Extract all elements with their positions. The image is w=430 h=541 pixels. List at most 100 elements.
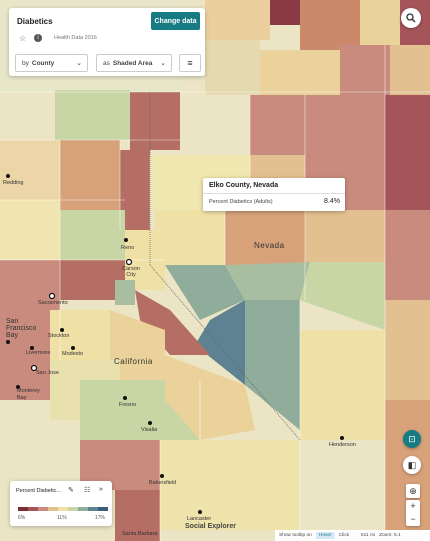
county-region[interactable] xyxy=(130,92,180,150)
county-region[interactable] xyxy=(385,95,430,210)
zoom-control: + − xyxy=(406,500,420,526)
county-region[interactable] xyxy=(80,440,160,490)
control-panel: Diabetics Change data ☆ i Health Data 20… xyxy=(9,8,205,76)
by-value: County xyxy=(31,59,55,67)
legend-swatch xyxy=(58,507,68,511)
state-label-nevada: Nevada xyxy=(254,241,285,250)
city-markers xyxy=(6,174,344,514)
city-label: Lancaster xyxy=(187,516,212,522)
legend-color-scale xyxy=(18,507,108,511)
menu-icon[interactable]: ≡ xyxy=(179,54,201,72)
county-region[interactable] xyxy=(390,45,430,95)
county-region[interactable] xyxy=(0,200,60,260)
city-label: Henderson xyxy=(329,442,356,448)
by-prefix: by xyxy=(22,59,29,67)
social-explorer-watermark: Social Explorer xyxy=(185,523,236,530)
county-region[interactable] xyxy=(385,300,430,400)
county-region[interactable] xyxy=(225,210,305,265)
tooltip-divider xyxy=(203,193,345,194)
city-label: Stockton xyxy=(48,333,70,339)
as-value: Shaded Area xyxy=(112,59,153,67)
county-region[interactable] xyxy=(0,330,50,400)
city-label: San Francisco Bay xyxy=(6,318,37,339)
change-data-button[interactable]: Change data xyxy=(151,12,200,30)
county-region[interactable] xyxy=(245,300,300,430)
county-region[interactable] xyxy=(50,310,110,360)
county-region[interactable] xyxy=(115,280,135,305)
county-region[interactable] xyxy=(300,440,385,540)
layers-icon[interactable]: ◧ xyxy=(403,456,421,474)
county-region[interactable] xyxy=(225,262,310,300)
zoom-out-button[interactable]: − xyxy=(410,514,416,524)
map-title: Diabetics xyxy=(17,17,53,26)
county-region[interactable] xyxy=(0,140,60,200)
legend-swatch xyxy=(98,507,108,511)
city-label: Sacramento xyxy=(38,300,68,306)
county-region[interactable] xyxy=(260,50,340,95)
info-icon[interactable]: i xyxy=(34,34,42,42)
county-region[interactable] xyxy=(0,260,60,330)
zoom-label: Zoom: 6.1 xyxy=(379,533,401,538)
city-label: Monterey Bay xyxy=(17,388,40,401)
tooltip-label: Percent Diabetics (Adults) xyxy=(209,199,273,205)
visualization-dropdown[interactable]: as Shaded Area ⌄ xyxy=(96,54,172,72)
county-region[interactable] xyxy=(60,140,120,210)
county-region[interactable] xyxy=(160,440,300,530)
county-region[interactable] xyxy=(60,210,125,260)
state-border xyxy=(149,92,301,441)
export-icon[interactable]: ⊡ xyxy=(403,430,421,448)
county-tooltip: Elko County, Nevada Percent Diabetics (A… xyxy=(203,178,345,211)
hover-toggle[interactable]: Hover xyxy=(315,532,335,539)
chevron-down-icon: ⌄ xyxy=(76,60,82,67)
county-region[interactable] xyxy=(385,210,430,300)
county-region[interactable] xyxy=(205,0,270,40)
county-region[interactable] xyxy=(55,90,130,140)
legend-tick: 6% xyxy=(18,515,26,521)
legend-swatch xyxy=(48,507,58,511)
click-toggle[interactable]: Click xyxy=(338,533,350,538)
county-region[interactable] xyxy=(300,330,385,440)
county-region[interactable] xyxy=(300,262,385,330)
collapse-icon[interactable]: » xyxy=(99,486,103,493)
county-region[interactable] xyxy=(340,45,390,95)
star-icon[interactable]: ☆ xyxy=(19,34,27,43)
city-label: Santa Barbara xyxy=(122,531,158,537)
search-icon[interactable] xyxy=(401,8,421,28)
list-icon[interactable]: ☷ xyxy=(84,487,91,494)
geography-dropdown[interactable]: by County ⌄ xyxy=(15,54,88,72)
legend-swatch xyxy=(38,507,48,511)
city-label: Modesto xyxy=(62,351,84,357)
legend-tick: 11% xyxy=(57,515,67,521)
tooltip-mode-label: Show tooltip on xyxy=(279,533,312,538)
edit-icon[interactable]: ✎ xyxy=(68,487,74,494)
city-label: Livermore xyxy=(26,350,51,356)
city-label: Bakersfield xyxy=(149,480,177,486)
county-region[interactable] xyxy=(135,290,210,355)
legend-swatch xyxy=(18,507,28,511)
dataset-label: Health Data 2016 xyxy=(54,35,97,41)
locate-icon[interactable]: ⊕ xyxy=(406,484,420,498)
county-region[interactable] xyxy=(155,210,225,265)
county-region[interactable] xyxy=(165,355,255,440)
legend-swatch xyxy=(88,507,98,511)
status-bar: Show tooltip on Hover Click 511 mi Zoom:… xyxy=(275,530,430,541)
chevron-down-icon: ⌄ xyxy=(160,60,166,67)
county-region[interactable] xyxy=(270,0,300,25)
county-region[interactable] xyxy=(165,265,245,320)
county-region[interactable] xyxy=(60,260,125,300)
county-region[interactable] xyxy=(195,300,245,385)
legend-swatch xyxy=(28,507,38,511)
county-region[interactable] xyxy=(360,0,400,45)
county-region[interactable] xyxy=(300,0,360,50)
county-region[interactable] xyxy=(120,150,150,230)
county-region[interactable] xyxy=(115,490,160,541)
city-label: Reno xyxy=(121,245,135,251)
county-region[interactable] xyxy=(305,210,385,265)
state-label-california: California xyxy=(114,357,153,366)
county-region[interactable] xyxy=(110,310,165,380)
zoom-in-button[interactable]: + xyxy=(410,501,416,511)
county-region[interactable] xyxy=(205,40,260,95)
legend: Percent Diabetic... ✎ ☷ » 6% 11% 17% xyxy=(10,481,112,526)
legend-swatch xyxy=(68,507,78,511)
